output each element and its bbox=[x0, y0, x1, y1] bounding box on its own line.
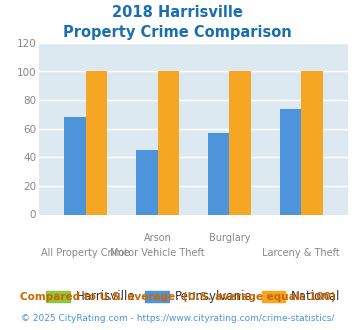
Text: Property Crime Comparison: Property Crime Comparison bbox=[63, 25, 292, 40]
Bar bbox=[229, 72, 251, 214]
Text: Compared to U.S. average. (U.S. average equals 100): Compared to U.S. average. (U.S. average … bbox=[20, 292, 335, 302]
Text: Burglary: Burglary bbox=[209, 233, 250, 243]
Text: Arson: Arson bbox=[144, 233, 171, 243]
Text: Larceny & Theft: Larceny & Theft bbox=[262, 248, 340, 258]
Bar bbox=[86, 72, 107, 214]
Bar bbox=[158, 72, 179, 214]
Bar bbox=[208, 133, 229, 214]
Text: Motor Vehicle Theft: Motor Vehicle Theft bbox=[110, 248, 205, 258]
Bar bbox=[136, 150, 158, 214]
Text: 2018 Harrisville: 2018 Harrisville bbox=[112, 5, 243, 20]
Text: © 2025 CityRating.com - https://www.cityrating.com/crime-statistics/: © 2025 CityRating.com - https://www.city… bbox=[21, 314, 334, 323]
Bar bbox=[280, 109, 301, 214]
Bar bbox=[301, 72, 323, 214]
Text: All Property Crime: All Property Crime bbox=[42, 248, 130, 258]
Bar bbox=[64, 117, 86, 214]
Legend: Harrisville, Pennsylvania, National: Harrisville, Pennsylvania, National bbox=[42, 285, 345, 308]
